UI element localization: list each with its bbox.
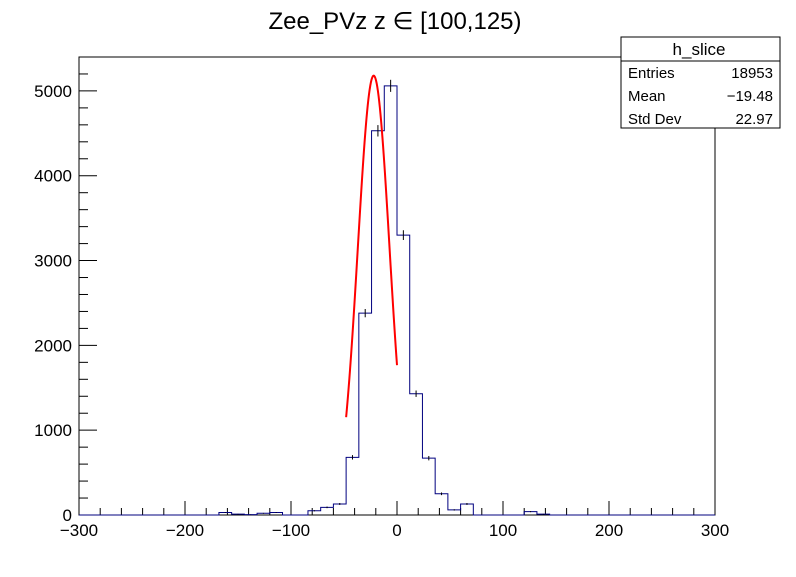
y-tick-label: 4000 xyxy=(34,167,72,186)
y-tick-label: 1000 xyxy=(34,421,72,440)
x-tick-label: 0 xyxy=(392,521,401,540)
y-axis: 0 1000 2000 3000 4000 5000 xyxy=(34,56,97,525)
stats-box: h_slice Entries 18953 Mean −19.48 Std De… xyxy=(620,36,781,129)
histogram-layer xyxy=(79,79,715,516)
stats-entries-label: Entries xyxy=(628,65,675,82)
stats-mean-value: −19.48 xyxy=(727,88,773,105)
stats-mean-label: Mean xyxy=(628,88,666,105)
y-tick-label: 3000 xyxy=(34,252,72,271)
gaussian-fit-curve xyxy=(345,74,398,418)
y-tick-label: 0 xyxy=(63,506,72,525)
x-tick-label: −100 xyxy=(272,521,310,540)
stats-entries-value: 18953 xyxy=(731,65,773,82)
x-tick-label: 100 xyxy=(489,521,517,540)
x-tick-label: −200 xyxy=(166,521,204,540)
x-axis: −300 −200 −100 0 100 200 300 xyxy=(60,501,729,540)
stats-box-frame xyxy=(620,36,781,129)
stats-box-title: h_slice xyxy=(673,40,726,59)
stats-stddev-label: Std Dev xyxy=(628,111,682,128)
y-tick-label: 5000 xyxy=(34,82,72,101)
stats-stddev-value: 22.97 xyxy=(735,111,773,128)
x-tick-label: −300 xyxy=(60,521,98,540)
fit-layer xyxy=(345,74,398,418)
x-tick-label: 300 xyxy=(701,521,729,540)
y-tick-label: 2000 xyxy=(34,336,72,355)
chart-title: Zee_PVz z ∈ [100,125) xyxy=(268,8,521,35)
histogram-outline xyxy=(79,85,715,516)
x-tick-label: 200 xyxy=(595,521,623,540)
